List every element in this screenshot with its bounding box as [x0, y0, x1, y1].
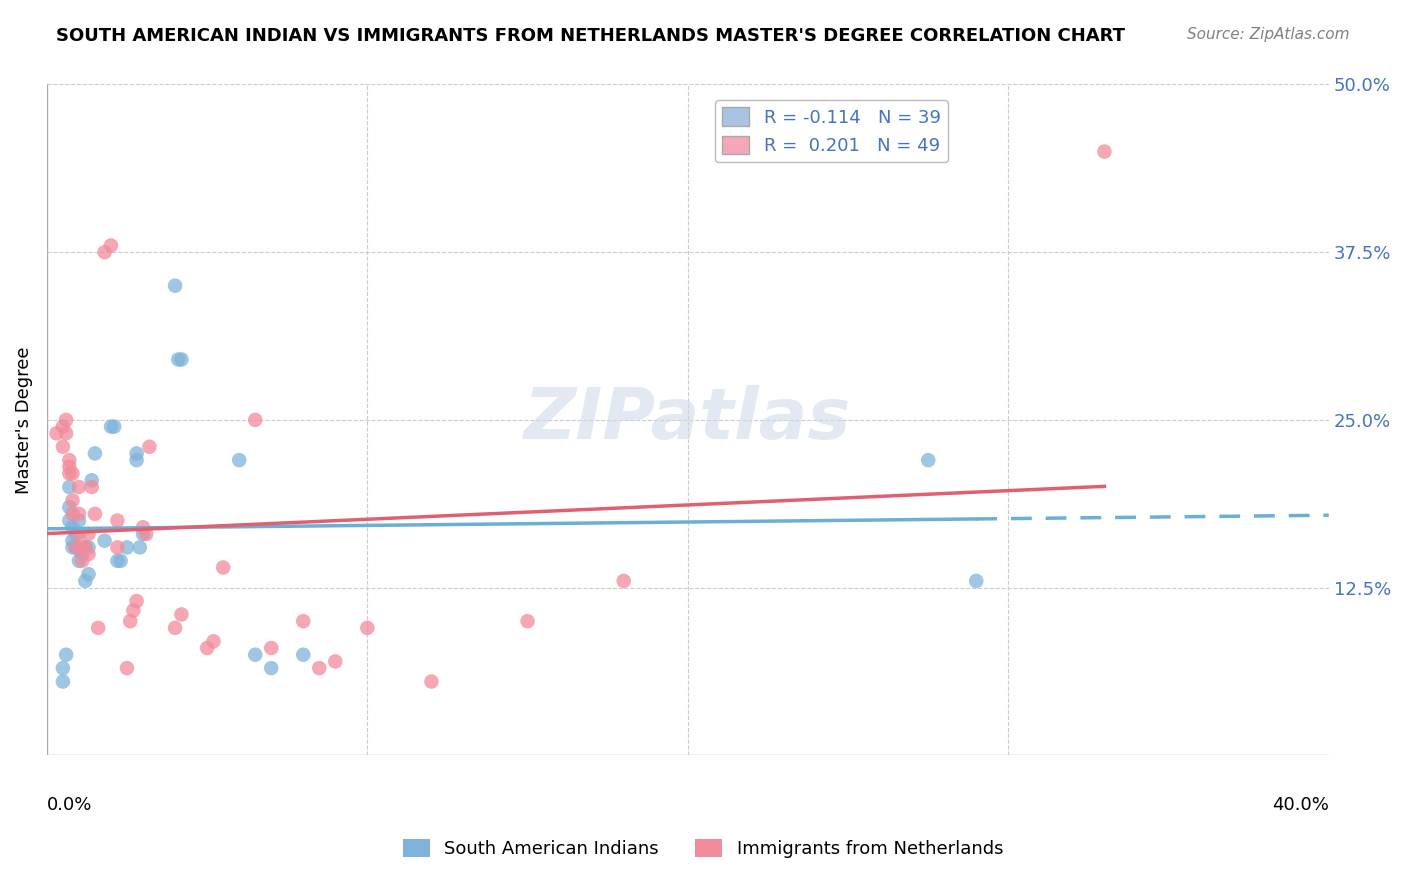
Point [75, 541, 97, 555]
Point [917, 453, 939, 467]
Point [67, 480, 90, 494]
Point [103, 419, 125, 434]
Point [62, 493, 84, 508]
Point [115, 541, 138, 555]
Point [84, 446, 107, 460]
Point [67, 507, 90, 521]
Point [245, 648, 267, 662]
Point [125, 594, 148, 608]
Point [228, 453, 250, 467]
Point [165, 278, 187, 293]
Point [132, 520, 155, 534]
Point [67, 514, 90, 528]
Legend: South American Indians, Immigrants from Netherlands: South American Indians, Immigrants from … [395, 831, 1011, 865]
Point [75, 541, 97, 555]
Point [128, 541, 150, 555]
Point [323, 655, 346, 669]
Point [125, 453, 148, 467]
Text: 40.0%: 40.0% [1272, 796, 1329, 814]
Point [212, 560, 235, 574]
Point [165, 621, 187, 635]
Point [1094, 145, 1116, 159]
Point [58, 500, 80, 515]
Point [70, 547, 93, 561]
Point [58, 467, 80, 481]
Point [170, 607, 193, 622]
Point [55, 426, 77, 441]
Point [308, 661, 330, 675]
Point [93, 533, 115, 548]
Point [75, 574, 97, 588]
Point [105, 554, 128, 568]
Point [105, 514, 128, 528]
Point [67, 554, 90, 568]
Text: ZIPatlas: ZIPatlas [524, 385, 852, 454]
Point [55, 413, 77, 427]
Point [62, 533, 84, 548]
Point [105, 541, 128, 555]
Point [70, 541, 93, 555]
Point [58, 453, 80, 467]
Point [67, 527, 90, 541]
Point [58, 459, 80, 474]
Point [260, 661, 283, 675]
Point [170, 352, 193, 367]
Point [613, 574, 636, 588]
Point [516, 614, 538, 628]
Point [62, 467, 84, 481]
Point [110, 554, 132, 568]
Point [167, 352, 190, 367]
Point [356, 621, 378, 635]
Point [100, 238, 122, 252]
Point [77, 547, 100, 561]
Point [138, 440, 160, 454]
Point [58, 480, 80, 494]
Point [62, 541, 84, 555]
Point [65, 541, 87, 555]
Point [77, 567, 100, 582]
Point [125, 446, 148, 460]
Y-axis label: Master's Degree: Master's Degree [15, 346, 32, 493]
Point [965, 574, 987, 588]
Point [120, 614, 142, 628]
Point [115, 661, 138, 675]
Point [132, 527, 155, 541]
Point [70, 554, 93, 568]
Point [80, 473, 103, 487]
Text: Source: ZipAtlas.com: Source: ZipAtlas.com [1187, 27, 1350, 42]
Point [260, 640, 283, 655]
Point [420, 674, 443, 689]
Legend: R = -0.114   N = 39, R =  0.201   N = 49: R = -0.114 N = 39, R = 0.201 N = 49 [716, 100, 948, 162]
Point [65, 541, 87, 555]
Point [52, 419, 75, 434]
Point [52, 440, 75, 454]
Point [77, 527, 100, 541]
Point [93, 245, 115, 260]
Point [62, 507, 84, 521]
Point [45, 426, 67, 441]
Point [292, 648, 315, 662]
Point [77, 541, 100, 555]
Point [87, 621, 110, 635]
Point [135, 527, 157, 541]
Point [84, 507, 107, 521]
Point [122, 603, 145, 617]
Point [195, 640, 218, 655]
Point [245, 413, 267, 427]
Point [100, 419, 122, 434]
Point [58, 514, 80, 528]
Point [62, 520, 84, 534]
Point [292, 614, 315, 628]
Point [80, 480, 103, 494]
Point [52, 674, 75, 689]
Point [65, 527, 87, 541]
Point [202, 634, 225, 648]
Text: SOUTH AMERICAN INDIAN VS IMMIGRANTS FROM NETHERLANDS MASTER'S DEGREE CORRELATION: SOUTH AMERICAN INDIAN VS IMMIGRANTS FROM… [56, 27, 1125, 45]
Text: 0.0%: 0.0% [46, 796, 93, 814]
Point [52, 661, 75, 675]
Point [55, 648, 77, 662]
